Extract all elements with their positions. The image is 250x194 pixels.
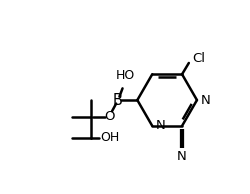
Text: N: N [177, 150, 187, 163]
Text: OH: OH [100, 131, 119, 144]
Text: N: N [201, 94, 210, 107]
Text: N: N [156, 119, 166, 132]
Text: Cl: Cl [192, 52, 205, 65]
Text: O: O [104, 110, 115, 123]
Text: B: B [113, 93, 123, 108]
Text: HO: HO [116, 68, 134, 82]
